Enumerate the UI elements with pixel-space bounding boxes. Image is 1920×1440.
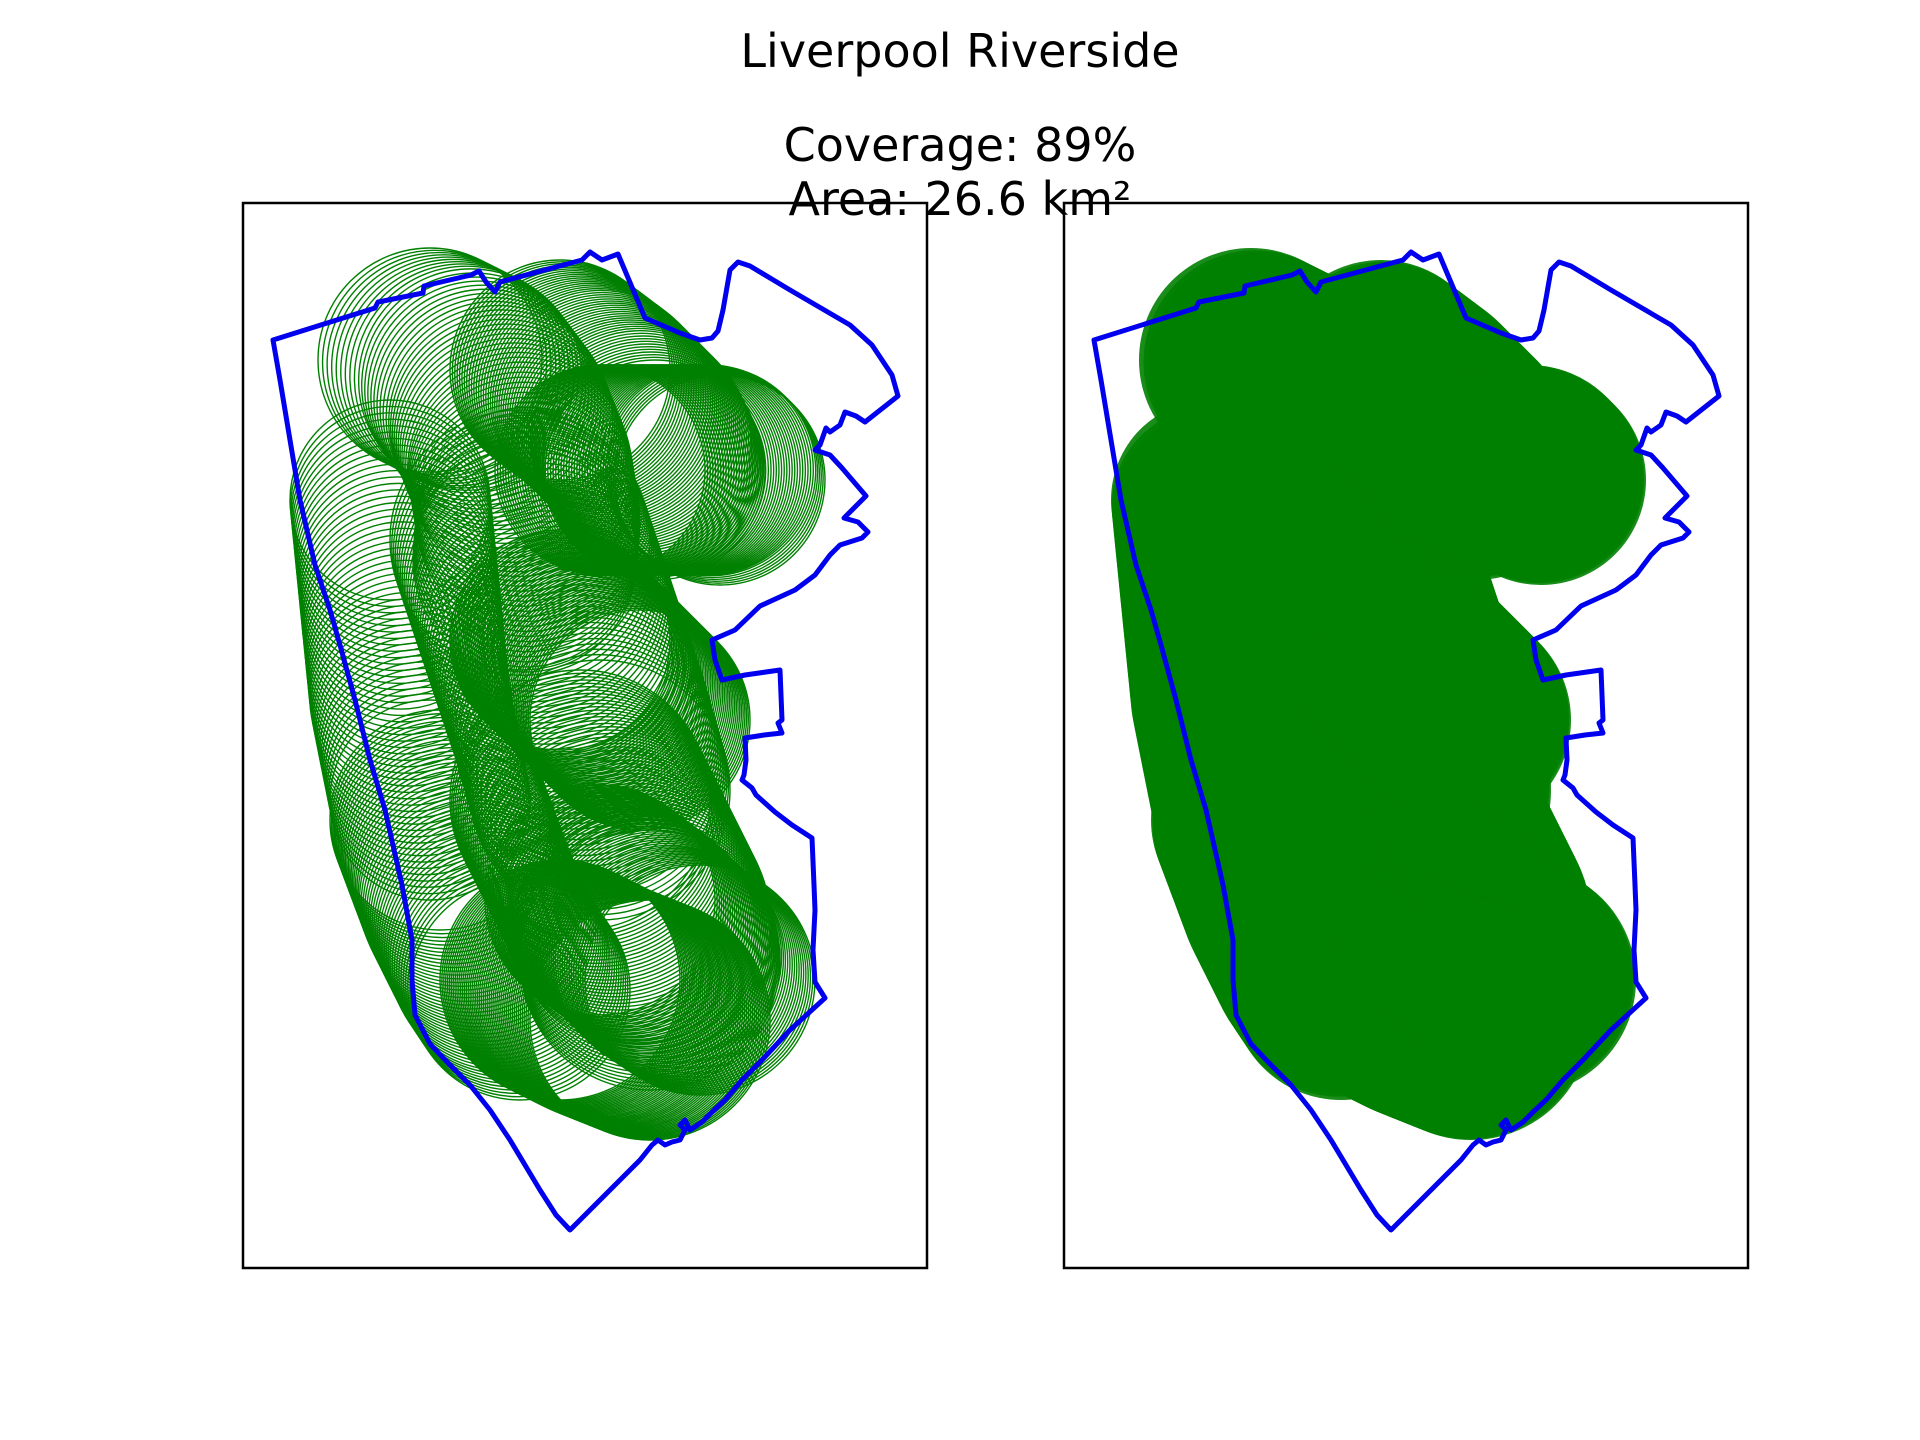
coverage-circle-outline [486, 566, 709, 789]
left-district-boundary [270, 249, 901, 1233]
coverage-circle-outline [461, 870, 704, 1112]
coverage-circle-outline [457, 537, 680, 760]
coverage-circle-outline [604, 364, 817, 577]
coverage-circle-outline [463, 871, 706, 1113]
area-label: Area: 26.6 km² [788, 172, 1132, 226]
coverage-circle-outline [407, 875, 629, 1098]
coverage-circle-outline [482, 880, 724, 1123]
coverage-circle-outline [376, 824, 599, 1046]
coverage-circle-outline [608, 368, 821, 581]
coverage-circle-outline [577, 859, 809, 1092]
coverage-circle-outline [519, 895, 761, 1137]
coverage-circle-outline [378, 827, 600, 1050]
coverage-circle-outline [469, 874, 711, 1116]
coverage-circle-outline [484, 881, 726, 1123]
coverage-circle-outline [507, 890, 750, 1133]
coverage-circle-outline [612, 372, 824, 584]
coverage-circle-outline [404, 872, 627, 1095]
coverage-circle-outline [521, 896, 763, 1138]
coverage-circle-outline [385, 842, 608, 1064]
coverage-circle-outline [496, 886, 738, 1128]
figure-title: Liverpool Riverside [740, 24, 1180, 78]
coverage-circle-outline [465, 872, 707, 1114]
coverage-circle-outline [393, 855, 616, 1078]
coverage-circle-outline [525, 897, 767, 1140]
coverage-circle-outline [329, 699, 531, 901]
coverage-label: Coverage: 89% [783, 118, 1137, 172]
coverage-circle-outline [504, 304, 726, 526]
coverage-circle-outline [398, 862, 620, 1085]
coverage-circle-outline [517, 808, 749, 1041]
coverage-circle-outline [610, 370, 822, 582]
coverage-circle-outline [322, 667, 525, 870]
coverage-circle-outline [371, 813, 593, 1035]
coverage-circle-outline [358, 788, 581, 1010]
coverage-circle-outline [566, 852, 798, 1084]
coverage-circle-outline [380, 831, 602, 1053]
coverage-circle-outline [393, 323, 620, 549]
coverage-circle-outline [503, 889, 746, 1131]
coverage-circle-outline [326, 251, 552, 478]
coverage-circle-outline [382, 834, 604, 1057]
coverage-circle-outline [391, 852, 613, 1074]
coverage-circle-outline [478, 878, 721, 1121]
coverage-circle-outline [515, 893, 758, 1136]
coverage-circle-outline [495, 575, 717, 797]
coverage-circle-outline [485, 286, 707, 508]
coverage-circle-outline [502, 888, 744, 1130]
coverage-circle-outline [481, 561, 704, 784]
coverage-circle-outline [402, 869, 625, 1091]
coverage-circle-outline [364, 799, 586, 1021]
coverage-circle-outline [492, 884, 734, 1126]
coverage-circle-outline [513, 893, 756, 1135]
coverage-circle-outline [490, 883, 732, 1126]
right-coverage-fill [1111, 248, 1646, 1140]
coverage-circle-outline [383, 838, 606, 1060]
coverage-circle-outline [529, 899, 771, 1141]
coverage-circle-outline [510, 803, 742, 1036]
coverage-circle-outline [325, 680, 527, 882]
coverage-circle-outline [471, 551, 693, 773]
coverage-circle-outline [606, 366, 819, 579]
coverage-circle-outline [395, 859, 618, 1081]
coverage-circle-outline [471, 875, 713, 1117]
coverage-circle-outline [369, 809, 591, 1032]
coverage-circle-outline [362, 795, 584, 1017]
coverage-circle-outline [483, 563, 705, 785]
coverage-circle-outline [559, 847, 791, 1080]
coverage-circle-filled [1436, 375, 1646, 585]
coverage-circle-outline [449, 529, 671, 751]
coverage-circle-outline [389, 849, 611, 1071]
coverage-circle-outline [461, 541, 683, 763]
left-panel-frame [241, 201, 929, 1270]
coverage-circle-outline [476, 878, 719, 1120]
coverage-circle-outline [373, 816, 595, 1039]
coverage-circle-outline [387, 845, 609, 1068]
coverage-circle-outline [367, 806, 590, 1028]
coverage-circle-outline [365, 802, 588, 1024]
coverage-circle-outline [498, 886, 740, 1129]
right-district-boundary [1091, 249, 1722, 1233]
coverage-circle-outline [400, 865, 622, 1088]
coverage-circle-outline [490, 570, 712, 792]
coverage-circle-outline [521, 812, 753, 1044]
coverage-circle-outline [509, 891, 752, 1133]
coverage-circle-outline [409, 879, 631, 1101]
coverage-circle-outline [374, 820, 597, 1042]
coverage-circle-outline [328, 692, 530, 895]
coverage-circle-outline [360, 791, 582, 1014]
coverage-circle-filled [1231, 880, 1451, 1100]
left-coverage-circles [289, 247, 826, 1141]
right-panel-frame [1062, 201, 1750, 1270]
